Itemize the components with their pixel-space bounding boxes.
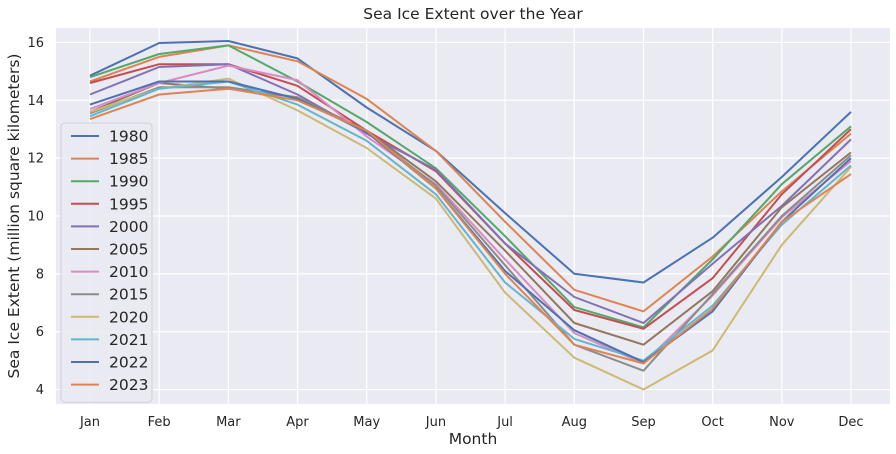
series-line-2021 <box>89 80 852 362</box>
legend-label: 2005 <box>109 241 148 259</box>
x-tick-label: May <box>353 415 380 430</box>
y-tick-label: 12 <box>27 152 44 167</box>
legend-label: 2020 <box>109 308 148 326</box>
legend-label: 1985 <box>109 150 148 168</box>
x-tick-label: Sep <box>631 415 656 430</box>
x-tick-label: Apr <box>286 415 309 430</box>
series-line-1980 <box>89 40 852 284</box>
legend-box <box>60 122 153 403</box>
y-tick-label: 16 <box>27 36 44 51</box>
y-axis-title: Sea Ice Extent (million square kilometer… <box>5 54 23 379</box>
legend-label: 2023 <box>109 376 148 394</box>
y-tick-labels: 4 6 8 10 12 14 16 <box>27 36 44 398</box>
series-line-2015 <box>89 86 852 372</box>
series-line-2020 <box>89 77 852 391</box>
x-tick-label: Aug <box>562 415 587 430</box>
x-tick-labels: Jan Feb Mar Apr May Jun Jul Aug Sep Oct Nov Dec <box>79 415 864 430</box>
y-tick-label: 10 <box>27 210 44 225</box>
chart-title: Sea Ice Extent over the Year <box>363 5 583 23</box>
legend-label: 2015 <box>109 286 148 304</box>
y-tick-label: 4 <box>36 383 44 398</box>
x-tick-label: Feb <box>148 415 171 430</box>
x-tick-label: Oct <box>701 415 723 430</box>
legend-label: 1995 <box>109 195 148 213</box>
y-tick-label: 14 <box>27 94 44 109</box>
series-line-2023 <box>89 87 852 365</box>
legend-label: 2022 <box>109 354 148 372</box>
legend: 1980 1985 1990 1995 2000 2005 2010 2015 2020 2021… <box>60 122 153 403</box>
legend-label: 1980 <box>109 128 148 146</box>
x-tick-label: Nov <box>769 415 795 430</box>
legend-label: 2010 <box>109 263 148 281</box>
legend-label: 1990 <box>109 173 148 191</box>
legend-label: 2021 <box>109 331 148 349</box>
x-tick-label: Jul <box>496 415 513 430</box>
series-line-2000 <box>89 63 852 324</box>
x-tick-label: Dec <box>838 415 863 430</box>
x-tick-label: Mar <box>216 415 241 430</box>
x-axis-title: Month <box>449 430 498 448</box>
legend-label: 2000 <box>109 218 148 236</box>
y-tick-label: 8 <box>36 267 44 282</box>
y-tick-label: 6 <box>36 325 44 340</box>
series-line-1990 <box>89 44 852 329</box>
x-tick-label: Jun <box>425 415 446 430</box>
x-tick-label: Jan <box>79 415 100 430</box>
series-lines <box>89 40 852 391</box>
